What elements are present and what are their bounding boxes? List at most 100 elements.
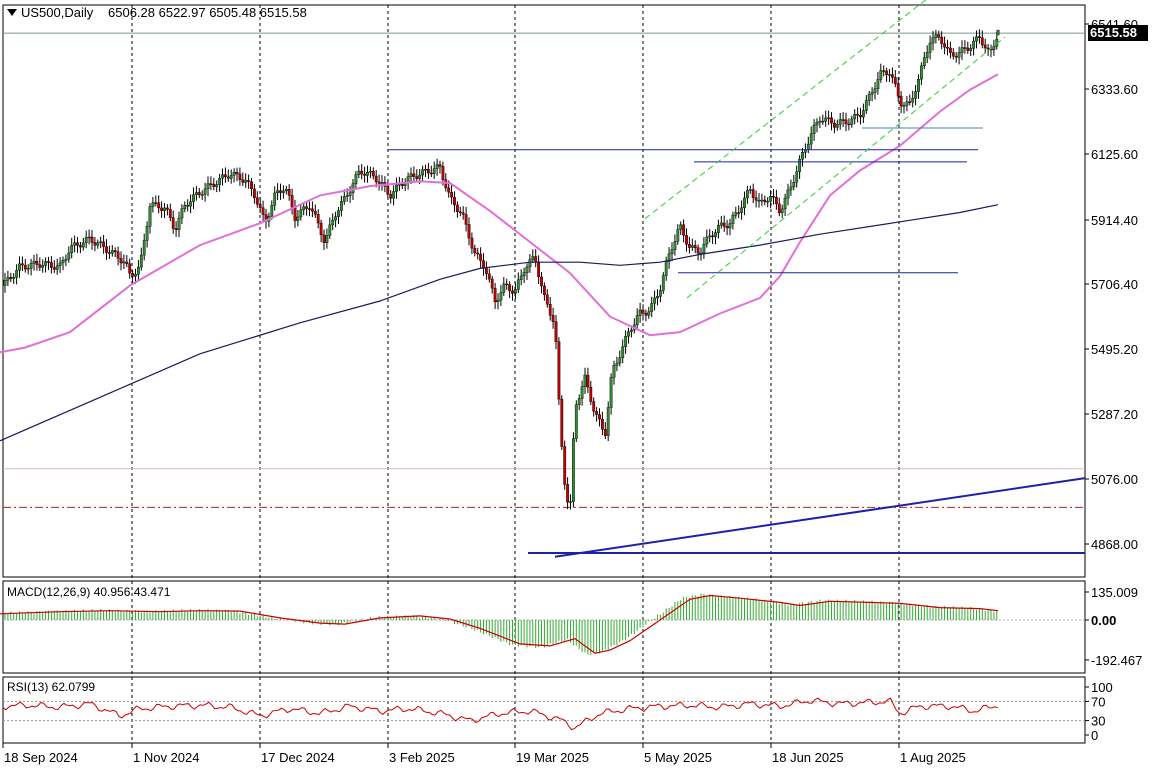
candle: [26, 264, 30, 275]
candle-body-bear: [763, 199, 767, 203]
candle-body-bear: [461, 212, 465, 215]
candle-body-bull: [58, 262, 62, 267]
candle: [525, 263, 529, 280]
candle: [325, 228, 329, 249]
candle: [922, 51, 926, 70]
candle: [160, 201, 163, 218]
candle: [38, 257, 42, 272]
candle-body-bear: [841, 119, 845, 121]
candle: [165, 204, 169, 216]
candle-body-bull: [853, 113, 857, 120]
candle-body-bull: [357, 170, 361, 175]
candle-body-bull: [606, 407, 610, 436]
candle: [99, 236, 103, 249]
candle-body-bull: [525, 266, 529, 273]
candle: [574, 400, 578, 443]
candle: [360, 163, 364, 180]
candle-body-bull: [708, 235, 712, 238]
candle-body-bull: [296, 216, 300, 221]
candle: [78, 241, 82, 254]
current-price-tag: 6515.58: [1088, 25, 1148, 41]
candle: [731, 211, 735, 230]
candle-body-bull: [676, 229, 680, 242]
candle-body-bull: [392, 191, 395, 199]
candle-body-bull: [638, 309, 642, 316]
candle: [308, 201, 311, 217]
candle: [50, 256, 53, 274]
candle-body-bear: [258, 204, 262, 208]
candle: [73, 235, 77, 253]
candle-body-bear: [537, 261, 541, 278]
candle-body-bear: [644, 312, 648, 316]
candle: [624, 330, 628, 354]
candle: [627, 327, 630, 344]
candle: [183, 201, 187, 213]
candle: [693, 240, 697, 254]
candle: [371, 167, 375, 180]
candle: [223, 167, 227, 183]
candle-body-bull: [714, 232, 717, 238]
candle-body-bull: [795, 171, 799, 183]
candle-body-bear: [38, 264, 42, 268]
candle-body-bull: [661, 275, 665, 291]
candle: [81, 237, 85, 251]
candle: [914, 84, 918, 106]
candle-body-bear: [470, 237, 474, 249]
candle: [792, 174, 796, 191]
candle-body-bull: [244, 180, 248, 183]
candle: [473, 244, 477, 257]
candle: [638, 302, 642, 323]
candle: [41, 259, 45, 273]
candle-body-bull: [302, 206, 306, 211]
candle-body-bull: [798, 159, 802, 172]
candle-body-bull: [975, 36, 978, 42]
candle-body-bear: [951, 52, 955, 57]
candle: [238, 167, 242, 186]
candle-body-bear: [487, 273, 491, 280]
candle: [882, 65, 886, 77]
candle-body-bull: [218, 178, 221, 185]
candle-body-bull: [421, 169, 424, 176]
candle: [247, 174, 250, 189]
candle: [435, 158, 439, 176]
candle-body-bear: [493, 287, 497, 303]
candle: [615, 356, 619, 372]
candle-body-bear: [545, 294, 549, 305]
candle: [157, 195, 161, 214]
candle-body-bull: [84, 237, 88, 244]
candle: [896, 77, 900, 102]
candle: [511, 285, 514, 301]
candle: [279, 183, 282, 200]
price-tick-label: 4868.00: [1091, 537, 1138, 552]
candle: [458, 206, 462, 217]
candle: [102, 235, 106, 254]
candle: [891, 67, 894, 84]
candle-body-bull: [192, 194, 195, 202]
candle: [212, 177, 216, 191]
candle: [554, 315, 558, 350]
candle-body-bear: [505, 283, 509, 286]
candle: [258, 196, 262, 214]
candle-body-bull: [734, 212, 738, 216]
candle-body-bull: [664, 261, 668, 276]
candle-body-bear: [772, 196, 775, 198]
moving-average-fast-line: [0, 73, 999, 354]
candle-body-bull: [340, 201, 343, 211]
candle: [177, 211, 181, 238]
candle: [403, 178, 407, 192]
candle: [606, 401, 610, 442]
candle-body-bear: [313, 211, 317, 215]
candle-body-bull: [783, 197, 787, 210]
candle: [514, 282, 517, 300]
dropdown-triangle-icon[interactable]: [7, 9, 17, 16]
candle: [905, 96, 909, 112]
candle-body-bear: [563, 446, 567, 485]
macd-tick-label: 0.00: [1091, 613, 1116, 628]
candle-body-bull: [148, 206, 152, 227]
candle-body-bull: [766, 200, 770, 203]
candle: [70, 237, 74, 259]
candle-body-bull: [180, 208, 184, 219]
candle-body-bear: [540, 276, 543, 287]
candle: [925, 45, 929, 64]
candle: [142, 233, 146, 261]
